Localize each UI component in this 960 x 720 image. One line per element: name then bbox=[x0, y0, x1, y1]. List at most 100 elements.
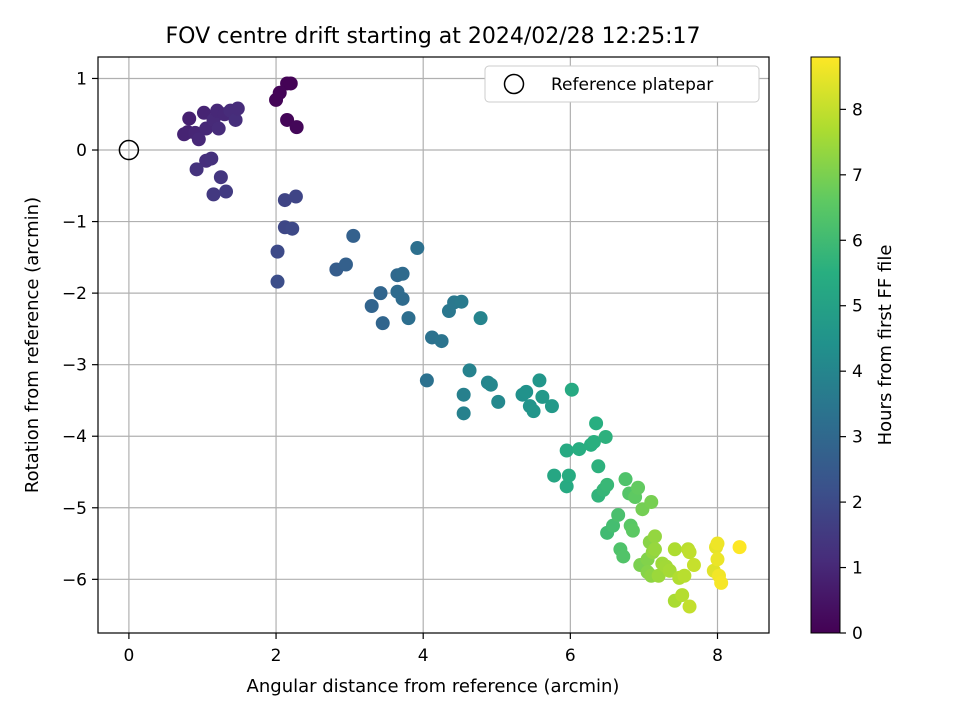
data-point bbox=[483, 377, 498, 392]
data-point bbox=[586, 434, 601, 449]
y-tick-label: 1 bbox=[76, 69, 87, 89]
data-point bbox=[204, 151, 219, 166]
data-point bbox=[456, 387, 471, 402]
data-point bbox=[280, 112, 295, 127]
data-point bbox=[410, 241, 425, 256]
x-tick-label: 6 bbox=[565, 646, 576, 666]
data-point bbox=[710, 536, 725, 551]
colorbar-tick-label: 6 bbox=[852, 231, 863, 251]
data-point bbox=[535, 389, 550, 404]
plot-frame bbox=[97, 56, 770, 634]
data-point bbox=[547, 468, 562, 483]
data-point bbox=[714, 575, 729, 590]
data-point bbox=[559, 479, 574, 494]
colorbar-label: Hours from first FF file bbox=[875, 245, 896, 446]
x-axis-ticks: 0 2 4 6 8 bbox=[123, 633, 723, 666]
data-point bbox=[277, 193, 292, 208]
data-point bbox=[647, 542, 662, 557]
data-point bbox=[526, 404, 541, 419]
data-point bbox=[559, 443, 574, 458]
colorbar-tick-label: 8 bbox=[852, 100, 863, 120]
data-point bbox=[456, 406, 471, 421]
data-point bbox=[289, 120, 304, 135]
data-point bbox=[206, 187, 221, 202]
chart-title: FOV centre drift starting at 2024/02/28 … bbox=[166, 24, 701, 49]
y-tick-label: −3 bbox=[62, 356, 87, 376]
data-point bbox=[228, 112, 243, 127]
data-point bbox=[519, 384, 534, 399]
data-point bbox=[219, 184, 234, 199]
data-point bbox=[686, 558, 701, 573]
data-point bbox=[401, 311, 416, 326]
legend-box bbox=[484, 65, 760, 103]
colorbar-tick-label: 7 bbox=[852, 166, 863, 186]
data-point bbox=[564, 382, 579, 397]
x-tick-label: 4 bbox=[418, 646, 429, 666]
y-axis-label: Rotation from reference (arcmin) bbox=[22, 197, 43, 493]
data-point bbox=[473, 311, 488, 326]
data-point bbox=[682, 545, 697, 560]
data-point bbox=[373, 286, 388, 301]
data-point bbox=[270, 244, 285, 259]
data-point bbox=[419, 373, 434, 388]
x-tick-label: 8 bbox=[712, 646, 723, 666]
data-point bbox=[189, 162, 204, 177]
data-point bbox=[682, 599, 697, 614]
data-point bbox=[591, 459, 606, 474]
data-point bbox=[618, 472, 633, 487]
y-tick-label: −6 bbox=[62, 570, 87, 590]
colorbar-gradient bbox=[810, 56, 841, 634]
data-point bbox=[191, 132, 206, 147]
data-point bbox=[572, 442, 587, 457]
data-point bbox=[491, 394, 506, 409]
colorbar-tick-label: 3 bbox=[852, 428, 863, 448]
data-point bbox=[270, 274, 285, 289]
data-point bbox=[434, 334, 449, 349]
data-point bbox=[269, 92, 284, 107]
data-point bbox=[647, 529, 662, 544]
data-point bbox=[710, 552, 725, 567]
data-point bbox=[454, 294, 469, 309]
data-point bbox=[644, 495, 659, 510]
data-point bbox=[177, 127, 192, 142]
y-tick-label: −5 bbox=[62, 499, 87, 519]
reference-platepar-marker bbox=[118, 139, 140, 161]
data-point bbox=[561, 468, 576, 483]
data-point bbox=[606, 518, 621, 533]
data-point bbox=[462, 363, 477, 378]
colorbar-tick-label: 4 bbox=[852, 362, 863, 382]
data-point bbox=[675, 588, 690, 603]
data-point bbox=[196, 105, 211, 120]
reference-marker-layer bbox=[118, 139, 140, 161]
colorbar-ticks: 0 1 2 3 4 5 6 7 8 bbox=[840, 100, 863, 644]
legend-marker-icon bbox=[503, 73, 525, 95]
data-point bbox=[625, 523, 640, 538]
data-point bbox=[346, 228, 361, 243]
data-point bbox=[213, 170, 228, 185]
data-point bbox=[375, 316, 390, 331]
y-axis-ticks: 1 0 −1 −2 −3 −4 −5 −6 bbox=[62, 69, 98, 590]
data-point bbox=[364, 299, 379, 314]
x-tick-label: 2 bbox=[271, 646, 282, 666]
data-point bbox=[631, 480, 646, 495]
data-point bbox=[285, 221, 300, 236]
colorbar-tick-label: 5 bbox=[852, 297, 863, 317]
data-point bbox=[589, 416, 604, 431]
x-tick-label: 0 bbox=[123, 646, 134, 666]
data-point bbox=[667, 542, 682, 557]
data-point bbox=[544, 399, 559, 414]
data-point bbox=[598, 429, 613, 444]
data-point bbox=[283, 76, 298, 91]
colorbar-tick-label: 1 bbox=[852, 559, 863, 579]
legend-entry-reference: Reference platepar bbox=[551, 75, 713, 95]
data-point bbox=[616, 549, 631, 564]
y-tick-label: −4 bbox=[62, 427, 87, 447]
data-point bbox=[211, 121, 226, 136]
data-point bbox=[732, 540, 747, 555]
colorbar-tick-label: 0 bbox=[852, 624, 863, 644]
data-point bbox=[662, 563, 677, 578]
colorbar-tick-label: 2 bbox=[852, 493, 863, 513]
data-points bbox=[177, 76, 747, 614]
data-point bbox=[182, 111, 197, 126]
